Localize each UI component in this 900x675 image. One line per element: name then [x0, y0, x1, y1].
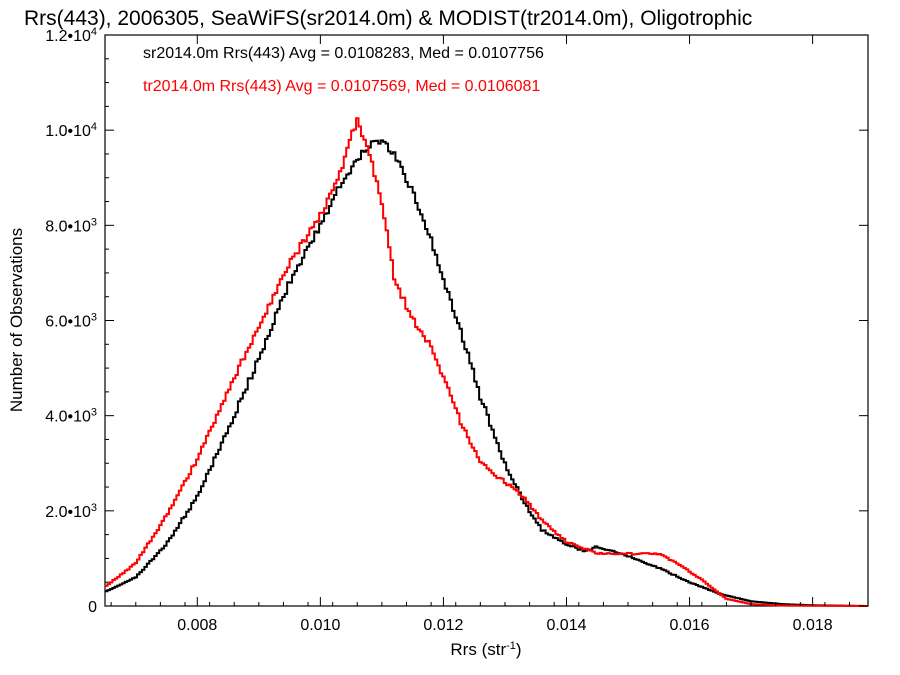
y-tick-label: 1.0•104 — [45, 121, 97, 140]
series-layer — [105, 117, 868, 607]
legend-entry-0: sr2014.0m Rrs(443) Avg = 0.0108283, Med … — [143, 45, 544, 62]
y-axis-label: Number of Observations — [7, 228, 26, 412]
y-tick-label: 2.0•103 — [45, 502, 97, 521]
chart-title: Rrs(443), 2006305, SeaWiFS(sr2014.0m) & … — [24, 7, 752, 30]
ticks-layer: 0.008 0.010 0.012 0.014 0.016 0.018 0 2.0•103 4.… — [45, 26, 868, 634]
x-tick-label: 0.010 — [300, 617, 340, 634]
y-tick-label: 4.0•103 — [45, 407, 97, 426]
series-line-1 — [105, 117, 868, 607]
plot-frame — [104, 34, 869, 607]
legend-entry-1: tr2014.0m Rrs(443) Avg = 0.0107569, Med … — [143, 78, 540, 95]
x-tick-label: 0.018 — [793, 617, 833, 634]
y-tick-label: 8.0•103 — [45, 216, 97, 235]
series-line-0 — [105, 139, 868, 607]
x-axis-label: Rrs (str-1) — [450, 640, 521, 659]
y-tick-label: 0 — [88, 599, 97, 616]
x-tick-label: 0.008 — [177, 617, 217, 634]
y-tick-label: 6.0•103 — [45, 312, 97, 331]
x-tick-label: 0.012 — [423, 617, 463, 634]
y-tick-label: 1.2•104 — [45, 26, 97, 45]
x-tick-label: 0.016 — [670, 617, 710, 634]
x-tick-label: 0.014 — [546, 617, 586, 634]
